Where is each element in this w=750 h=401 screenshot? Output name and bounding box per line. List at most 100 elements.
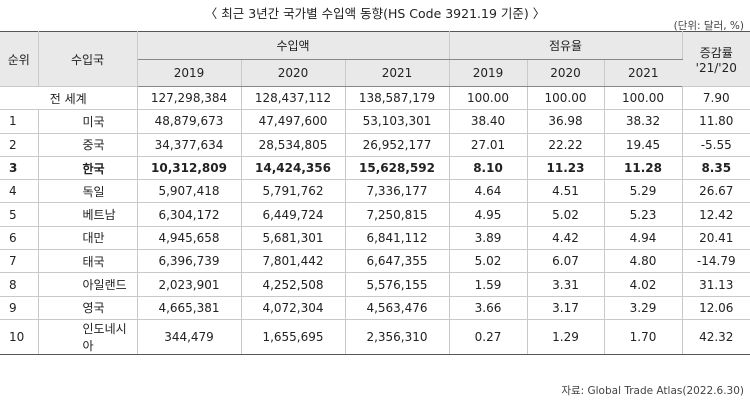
table-row: 5 베트남 6,304,172 6,449,724 7,250,815 4.95 5.02 5… — [0, 202, 750, 227]
change-cell: -14.79 — [682, 249, 750, 274]
country-cell: 독일 — [38, 179, 138, 204]
rank-cell: 10 — [0, 319, 39, 355]
amount-cell: 6,304,172 — [137, 202, 242, 227]
share-cell: 4.80 — [604, 249, 683, 274]
amount-cell: 5,576,155 — [345, 272, 450, 297]
share-cell: 1.29 — [527, 319, 605, 355]
table-row: 전 세계 127,298,384 128,437,112 138,587,179 100… — [0, 86, 750, 111]
table-row: 3 한국 10,312,809 14,424,356 15,628,592 8.10 11.… — [0, 156, 750, 181]
amount-cell: 6,841,112 — [345, 226, 450, 251]
amount-cell: 128,437,112 — [241, 86, 346, 111]
share-cell: 38.40 — [449, 109, 528, 134]
country-cell: 영국 — [38, 296, 138, 320]
amount-cell: 6,449,724 — [241, 202, 346, 227]
header-share: 점유율 — [449, 31, 683, 60]
source-note: 자료: Global Trade Atlas(2022.6.30) — [561, 385, 744, 397]
amount-cell: 1,655,695 — [241, 319, 346, 355]
share-cell: 6.07 — [527, 249, 605, 274]
table-row: 10 인도네시아 344,479 1,655,695 2,356,310 0.27 1.29… — [0, 319, 750, 355]
header-share-2021: 2021 — [604, 59, 682, 87]
amount-cell: 34,377,634 — [137, 133, 242, 157]
share-cell: 4.42 — [527, 226, 605, 251]
share-cell: 22.22 — [527, 133, 605, 157]
share-cell: 38.32 — [604, 109, 683, 134]
amount-cell: 2,356,310 — [345, 319, 450, 355]
rank-cell: 8 — [0, 272, 39, 297]
share-cell: 5.23 — [604, 202, 683, 227]
change-cell: 11.80 — [682, 109, 750, 134]
share-cell: 100.00 — [449, 86, 528, 111]
share-cell: 4.94 — [604, 226, 683, 251]
header-amount-2021: 2021 — [345, 59, 450, 87]
rank-cell: 3 — [0, 156, 39, 181]
table-row: 8 아일랜드 2,023,901 4,252,508 5,576,155 1.59 3.31… — [0, 272, 750, 297]
change-cell: 42.32 — [682, 319, 750, 355]
change-cell: -5.55 — [682, 133, 750, 157]
share-cell: 8.10 — [449, 156, 528, 181]
amount-cell: 4,945,658 — [137, 226, 242, 251]
amount-cell: 5,791,762 — [241, 179, 346, 204]
header-share-2020: 2020 — [527, 59, 605, 87]
table-row: 4 독일 5,907,418 5,791,762 7,336,177 4.64 4.51 5.… — [0, 179, 750, 204]
country-cell: 태국 — [38, 249, 138, 274]
amount-cell: 15,628,592 — [345, 156, 450, 181]
country-cell: 대만 — [38, 226, 138, 251]
header-change-line2: '21/'20 — [695, 60, 737, 75]
amount-cell: 4,665,381 — [137, 296, 242, 320]
country-cell: 한국 — [38, 156, 138, 181]
amount-cell: 26,952,177 — [345, 133, 450, 157]
share-cell: 3.66 — [449, 296, 528, 320]
header-rank: 순위 — [0, 31, 39, 87]
unit-note: (단위: 달러, %) — [673, 20, 744, 32]
amount-cell: 6,647,355 — [345, 249, 450, 274]
amount-cell: 14,424,356 — [241, 156, 346, 181]
share-cell: 11.28 — [604, 156, 683, 181]
amount-cell: 53,103,301 — [345, 109, 450, 134]
table-row: 1 미국 48,879,673 47,497,600 53,103,301 38.40 36… — [0, 109, 750, 134]
amount-cell: 10,312,809 — [137, 156, 242, 181]
share-cell: 4.51 — [527, 179, 605, 204]
amount-cell: 138,587,179 — [345, 86, 450, 111]
amount-cell: 2,023,901 — [137, 272, 242, 297]
amount-cell: 7,336,177 — [345, 179, 450, 204]
table-row: 2 중국 34,377,634 28,534,805 26,952,177 27.01 22… — [0, 133, 750, 157]
share-cell: 19.45 — [604, 133, 683, 157]
change-cell: 31.13 — [682, 272, 750, 297]
header-country: 수입국 — [38, 31, 138, 87]
share-cell: 100.00 — [527, 86, 605, 111]
rank-cell: 2 — [0, 133, 39, 157]
table-row: 7 태국 6,396,739 7,801,442 6,647,355 5.02 6.07 4.… — [0, 249, 750, 274]
table-row: 9 영국 4,665,381 4,072,304 4,563,476 3.66 3.17 3.… — [0, 296, 750, 320]
share-cell: 5.02 — [449, 249, 528, 274]
header-change-line1: 증감률 — [699, 45, 733, 60]
amount-cell: 5,907,418 — [137, 179, 242, 204]
country-cell: 베트남 — [38, 202, 138, 227]
change-cell: 26.67 — [682, 179, 750, 204]
amount-cell: 6,396,739 — [137, 249, 242, 274]
amount-cell: 28,534,805 — [241, 133, 346, 157]
table-body: 전 세계 127,298,384 128,437,112 138,587,179 100… — [0, 86, 750, 355]
amount-cell: 344,479 — [137, 319, 242, 355]
share-cell: 0.27 — [449, 319, 528, 355]
rank-cell: 7 — [0, 249, 39, 274]
amount-cell: 4,252,508 — [241, 272, 346, 297]
country-cell: 미국 — [38, 109, 138, 134]
header-share-2019: 2019 — [449, 59, 528, 87]
amount-cell: 4,563,476 — [345, 296, 450, 320]
rank-cell: 6 — [0, 226, 39, 251]
amount-cell: 4,072,304 — [241, 296, 346, 320]
amount-cell: 7,801,442 — [241, 249, 346, 274]
share-cell: 1.59 — [449, 272, 528, 297]
share-cell: 27.01 — [449, 133, 528, 157]
share-cell: 5.29 — [604, 179, 683, 204]
amount-cell: 47,497,600 — [241, 109, 346, 134]
header-amount-2020: 2020 — [241, 59, 346, 87]
share-cell: 3.31 — [527, 272, 605, 297]
import-table: 순위 수입국 수입액 점유율 증감률 '21/'20 2019 2020 202… — [0, 31, 750, 355]
share-cell: 36.98 — [527, 109, 605, 134]
change-cell: 8.35 — [682, 156, 750, 181]
country-cell: 아일랜드 — [38, 272, 138, 297]
share-cell: 1.70 — [604, 319, 683, 355]
change-cell: 12.42 — [682, 202, 750, 227]
rank-cell: 9 — [0, 296, 39, 320]
